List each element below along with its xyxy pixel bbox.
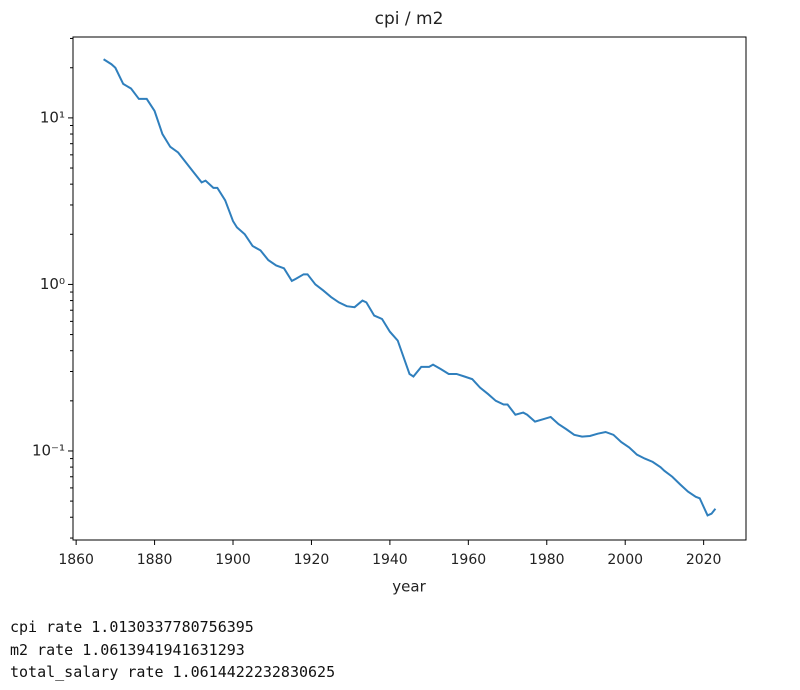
chart-title: cpi / m2 [375,9,444,29]
data-line [103,58,717,517]
output-text: cpi rate 1.0130337780756395 m2 rate 1.061… [0,616,800,684]
x-tick-label: 1980 [529,552,565,568]
x-tick-label: 1940 [372,552,408,568]
x-tick-label: 2000 [607,552,643,568]
chart: cpi / m2 year 1860 1880 1900 1920 1940 1960 19… [32,9,747,596]
y-tick-label: 10¹ [40,108,65,126]
x-tick-label: 1960 [451,552,487,568]
x-tick-label: 2020 [686,552,722,568]
x-axis-label: year [392,578,426,596]
y-tick-label: 10⁻¹ [32,441,65,459]
x-tick-label: 1880 [137,552,173,568]
x-tick-label: 1920 [294,552,330,568]
x-tick-label: 1900 [215,552,251,568]
output-line: m2 rate 1.0613941941631293 [10,640,245,659]
output-line: cpi rate 1.0130337780756395 [10,618,254,636]
y-tick-label: 10⁰ [40,275,65,293]
plot-frame [72,36,747,541]
output-line: total_salary rate 1.0614422232830625 [10,663,336,681]
x-tick-label: 1860 [58,552,94,568]
